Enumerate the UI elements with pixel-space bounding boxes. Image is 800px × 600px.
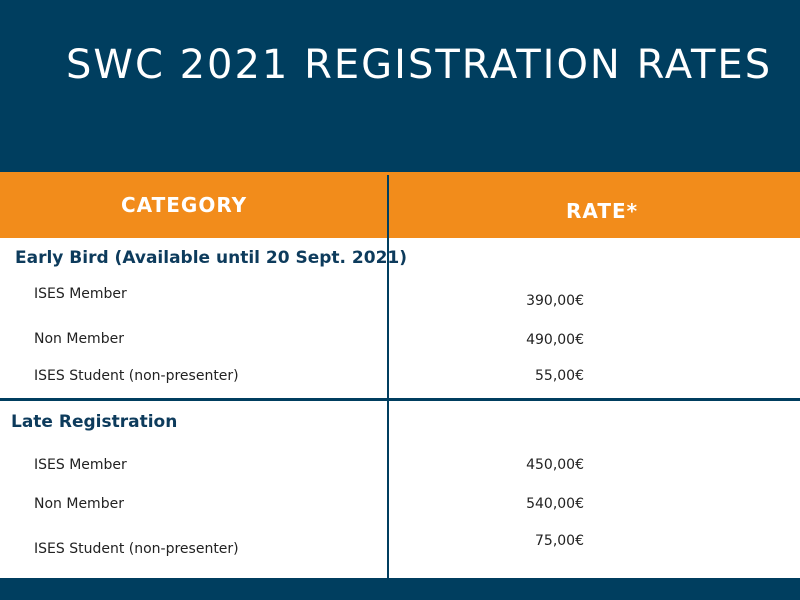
row-rate-late-nonmember: 540,00€: [526, 496, 584, 512]
row-label-early-nonmember: Non Member: [34, 331, 124, 347]
row-rate-early-nonmember: 490,00€: [526, 332, 584, 348]
column-header-band: [0, 172, 800, 238]
column-divider: [387, 175, 389, 578]
column-header-category: CATEGORY: [121, 193, 248, 217]
row-rate-early-member: 390,00€: [526, 293, 584, 309]
row-label-late-nonmember: Non Member: [34, 496, 124, 512]
row-label-early-student: ISES Student (non-presenter): [34, 368, 239, 384]
row-label-late-member: ISES Member: [34, 457, 127, 473]
column-header-rate: RATE*: [566, 199, 639, 223]
row-label-late-student: ISES Student (non-presenter): [34, 541, 239, 557]
section-divider: [0, 398, 800, 401]
row-rate-early-student: 55,00€: [535, 368, 584, 384]
row-rate-late-member: 450,00€: [526, 457, 584, 473]
page-title: SWC 2021 REGISTRATION RATES: [66, 42, 773, 88]
section-title-late: Late Registration: [11, 412, 178, 432]
row-rate-late-student: 75,00€: [535, 533, 584, 549]
section-title-early-bird: Early Bird (Available until 20 Sept. 202…: [15, 248, 408, 268]
header-band: [0, 0, 800, 172]
row-label-early-member: ISES Member: [34, 286, 127, 302]
footer-band: [0, 578, 800, 600]
